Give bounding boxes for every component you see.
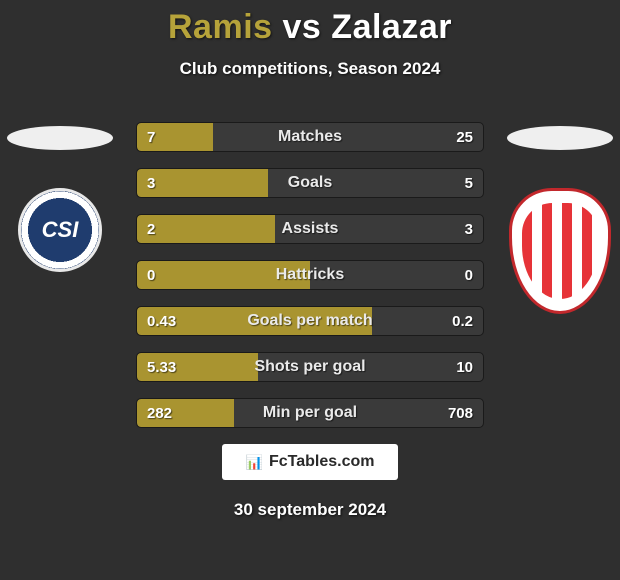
stat-right-value: 10	[456, 353, 473, 381]
stat-label: Hattricks	[137, 261, 483, 289]
right-club-crest	[509, 188, 611, 314]
title-player1: Ramis	[168, 8, 273, 46]
right-crest-stripes-icon	[522, 203, 599, 299]
brand-text: FcTables.com	[269, 453, 375, 471]
stat-row: 2Assists3	[136, 214, 484, 244]
stat-row: 0Hattricks0	[136, 260, 484, 290]
stat-label: Goals per match	[137, 307, 483, 335]
page-title: Ramis vs Zalazar	[0, 0, 620, 47]
stat-row: 5.33Shots per goal10	[136, 352, 484, 382]
stat-right-value: 0	[465, 261, 473, 289]
stat-right-value: 5	[465, 169, 473, 197]
date-line: 30 september 2024	[0, 500, 620, 520]
right-crest-column	[500, 126, 620, 314]
stat-right-value: 0.2	[452, 307, 473, 335]
comparison-infographic: Ramis vs Zalazar Club competitions, Seas…	[0, 0, 620, 580]
left-club-crest: CSI	[18, 188, 102, 272]
brand-logo-icon: 📊	[246, 455, 263, 469]
title-vs: vs	[283, 8, 322, 46]
stat-bars: 7Matches253Goals52Assists30Hattricks00.4…	[136, 122, 484, 444]
stat-right-value: 708	[448, 399, 473, 427]
stat-row: 0.43Goals per match0.2	[136, 306, 484, 336]
stat-label: Matches	[137, 123, 483, 151]
stat-row: 3Goals5	[136, 168, 484, 198]
right-player-ellipse	[507, 126, 613, 150]
stat-label: Goals	[137, 169, 483, 197]
stat-row: 7Matches25	[136, 122, 484, 152]
stat-label: Min per goal	[137, 399, 483, 427]
title-player2: Zalazar	[331, 8, 452, 46]
left-crest-column: CSI	[0, 126, 120, 272]
stat-label: Shots per goal	[137, 353, 483, 381]
brand-badge: 📊 FcTables.com	[222, 444, 398, 480]
subtitle: Club competitions, Season 2024	[0, 59, 620, 79]
left-crest-initials: CSI	[42, 217, 79, 243]
stat-right-value: 3	[465, 215, 473, 243]
stat-row: 282Min per goal708	[136, 398, 484, 428]
stat-label: Assists	[137, 215, 483, 243]
stat-right-value: 25	[456, 123, 473, 151]
left-player-ellipse	[7, 126, 113, 150]
